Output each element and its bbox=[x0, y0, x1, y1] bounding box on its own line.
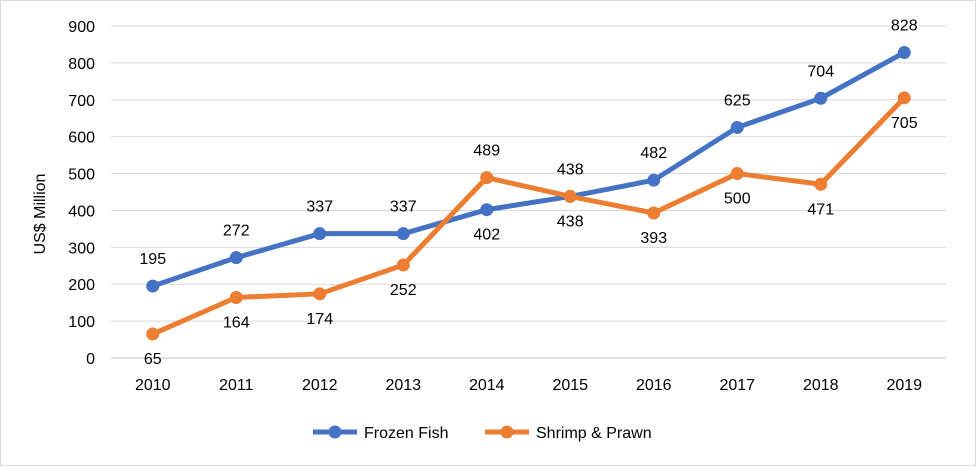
data-point bbox=[229, 251, 243, 265]
data-label: 705 bbox=[891, 115, 918, 132]
y-tick-label: 100 bbox=[68, 314, 95, 331]
y-tick-label: 900 bbox=[68, 19, 95, 36]
data-label: 65 bbox=[144, 351, 162, 368]
x-tick-label: 2016 bbox=[636, 377, 672, 394]
y-axis-label: US$ Million bbox=[32, 174, 49, 255]
x-tick-label: 2013 bbox=[385, 377, 421, 394]
data-point bbox=[563, 189, 577, 203]
data-label: 489 bbox=[473, 143, 500, 160]
data-point bbox=[897, 46, 911, 60]
x-tick-label: 2010 bbox=[135, 377, 171, 394]
data-point bbox=[396, 227, 410, 241]
x-axis-ticks: 2010 2011 2012 2013 2014 2015 2016 2017 2018 2019 bbox=[135, 377, 922, 394]
data-label: 174 bbox=[306, 311, 333, 328]
x-tick-label: 2019 bbox=[886, 377, 922, 394]
data-point bbox=[897, 91, 911, 105]
x-tick-label: 2017 bbox=[719, 377, 755, 394]
data-label: 393 bbox=[640, 230, 667, 247]
x-tick-label: 2015 bbox=[552, 377, 588, 394]
data-labels: 195 272 337 337 402 438 482 625 704 828 65 164 174 25… bbox=[139, 18, 917, 368]
data-label: 828 bbox=[891, 18, 918, 35]
data-point bbox=[313, 227, 327, 241]
x-tick-label: 2012 bbox=[302, 377, 338, 394]
data-label: 625 bbox=[724, 92, 751, 109]
data-point bbox=[814, 177, 828, 191]
data-point bbox=[146, 327, 160, 341]
data-point bbox=[480, 203, 494, 217]
y-tick-label: 800 bbox=[68, 56, 95, 73]
data-label: 704 bbox=[807, 63, 834, 80]
x-tick-label: 2014 bbox=[469, 377, 505, 394]
data-point bbox=[647, 206, 661, 220]
data-label: 195 bbox=[139, 251, 166, 268]
data-label: 337 bbox=[390, 199, 417, 216]
y-tick-label: 200 bbox=[68, 277, 95, 294]
series-line bbox=[150, 50, 907, 289]
y-tick-label: 600 bbox=[68, 130, 95, 147]
y-tick-label: 0 bbox=[86, 351, 95, 368]
legend-label: Frozen Fish bbox=[364, 425, 448, 442]
y-axis-ticks: 0 100 200 300 400 500 600 700 800 900 bbox=[68, 19, 95, 368]
legend-label: Shrimp & Prawn bbox=[536, 425, 652, 442]
y-tick-label: 500 bbox=[68, 167, 95, 184]
data-label: 402 bbox=[473, 227, 500, 244]
y-tick-label: 400 bbox=[68, 203, 95, 220]
data-label: 337 bbox=[306, 199, 333, 216]
data-label: 164 bbox=[223, 315, 250, 332]
data-label: 482 bbox=[640, 145, 667, 162]
data-point bbox=[480, 171, 494, 185]
data-point bbox=[313, 287, 327, 301]
data-label: 438 bbox=[557, 161, 584, 178]
x-tick-label: 2018 bbox=[803, 377, 839, 394]
data-point bbox=[814, 91, 828, 105]
data-point bbox=[229, 291, 243, 305]
y-tick-label: 700 bbox=[68, 93, 95, 110]
data-point bbox=[647, 173, 661, 187]
gridlines bbox=[111, 25, 946, 359]
data-point bbox=[730, 167, 744, 181]
y-tick-label: 300 bbox=[68, 240, 95, 257]
legend-marker bbox=[328, 425, 342, 439]
data-label: 252 bbox=[390, 282, 417, 299]
data-point bbox=[730, 120, 744, 134]
legend: Frozen Fish Shrimp & Prawn bbox=[313, 425, 652, 442]
data-point bbox=[146, 279, 160, 293]
data-label: 438 bbox=[557, 213, 584, 230]
x-tick-label: 2011 bbox=[219, 377, 254, 394]
data-label: 500 bbox=[724, 191, 751, 208]
data-label: 272 bbox=[223, 223, 250, 240]
series-group bbox=[146, 46, 911, 341]
data-label: 471 bbox=[807, 201, 834, 218]
legend-marker bbox=[500, 425, 514, 439]
series-line bbox=[150, 95, 907, 337]
data-point bbox=[396, 258, 410, 272]
